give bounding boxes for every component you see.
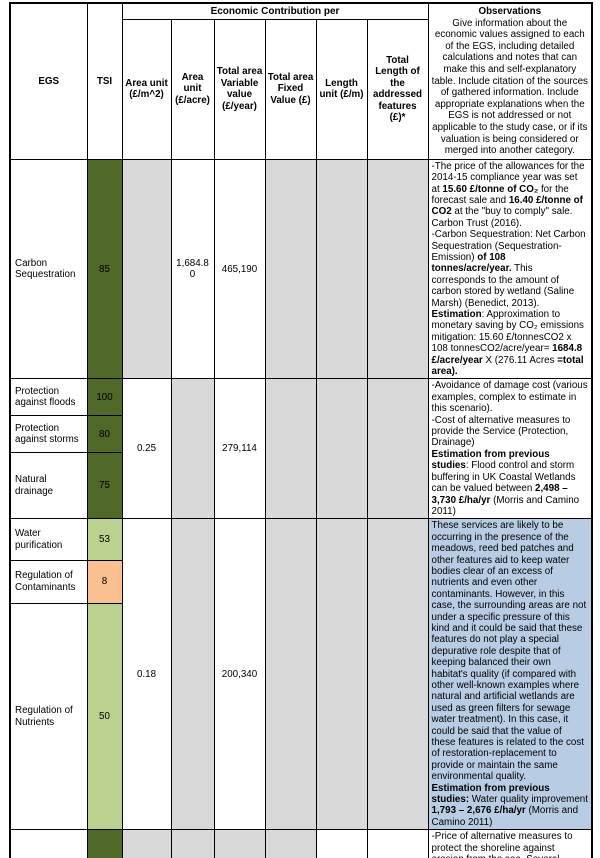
empty-cell: [264, 378, 317, 520]
area-acre-value-carbon: 1,684.80: [170, 158, 215, 380]
egs-cell-regulation-contaminants: Regulation of Contaminants: [9, 559, 88, 604]
area-unit-m2-header: Area unit (£/m^2): [121, 18, 172, 160]
economic-contribution-band: Economic Contribution per: [121, 2, 429, 20]
empty-cell: [170, 518, 215, 831]
tsi-cell-protection-storms: 80: [86, 415, 123, 453]
area-unit-acre-header: Area unit (£/acre): [170, 18, 215, 160]
total-area-variable-header: Total area Variable value (£/year): [213, 18, 266, 160]
empty-cell: [170, 378, 215, 520]
area-m2-value-water-group: 0.18: [121, 518, 172, 831]
tsi-cell-coastal-protection: 80: [86, 829, 123, 858]
area-m2-value-flood-group: 0.25: [121, 378, 172, 520]
egs-cell-water-purification: Water purification: [9, 518, 88, 561]
egs-cell-coastal-protection: Coastal Protection: [9, 829, 88, 858]
empty-cell: [264, 518, 317, 831]
empty-cell: [366, 518, 429, 831]
tsi-cell-protection-floods: 100: [86, 378, 123, 417]
egs-cell-natural-drainage: Natural drainage: [9, 451, 88, 520]
egs-column-header: EGS: [9, 2, 88, 160]
observations-cell-carbon: -The price of the allowances for the 201…: [427, 158, 593, 380]
empty-cell: [121, 158, 172, 380]
total-variable-value-carbon: 465,190: [213, 158, 266, 380]
empty-cell: [315, 158, 368, 380]
empty-cell: [366, 158, 429, 380]
tsi-cell-carbon-sequestration: 85: [86, 158, 123, 380]
empty-cell: [366, 378, 429, 520]
egs-cell-protection-storms: Protection against storms: [9, 415, 88, 453]
egs-economic-contribution-table: EGS TSI Economic Contribution per Observ…: [9, 2, 594, 858]
observations-cell-flood-group: -Avoidance of damage cost (various examp…: [427, 378, 593, 520]
tsi-cell-water-purification: 53: [86, 518, 123, 561]
length-unit-header: Length unit (£/m): [315, 18, 368, 160]
egs-cell-carbon-sequestration: Carbon Sequestration: [9, 158, 88, 380]
total-variable-value-flood-group: 279,114: [213, 378, 266, 520]
tsi-cell-regulation-contaminants: 8: [86, 559, 123, 604]
empty-cell: [121, 829, 172, 858]
total-variable-value-water-group: 200,340: [213, 518, 266, 831]
tsi-column-header: TSI: [86, 2, 123, 160]
observations-header-cell: Observations Give information about the …: [427, 2, 593, 160]
empty-cell: [315, 518, 368, 831]
egs-cell-protection-floods: Protection against floods: [9, 378, 88, 417]
observations-title: Observations: [478, 6, 542, 17]
tsi-cell-regulation-nutrients: 50: [86, 602, 123, 831]
length-unit-value-coastal: 2,000: [315, 829, 368, 858]
observations-description: Give information about the economic valu…: [431, 17, 588, 157]
empty-cell: [264, 829, 317, 858]
empty-cell: [264, 158, 317, 380]
total-area-fixed-header: Total area Fixed Value (£): [264, 18, 317, 160]
empty-cell: [213, 829, 266, 858]
total-length-value-coastal: 2,800,000: [366, 829, 429, 858]
observations-cell-coastal: -Price of alternative measures to protec…: [427, 829, 593, 858]
empty-cell: [315, 378, 368, 520]
empty-cell: [170, 829, 215, 858]
tsi-cell-natural-drainage: 75: [86, 451, 123, 520]
observations-cell-water-group: These services are likely to be occurrin…: [427, 518, 593, 831]
egs-cell-regulation-nutrients: Regulation of Nutrients: [9, 602, 88, 831]
total-length-header: Total Length of the addressed features (…: [366, 18, 429, 160]
